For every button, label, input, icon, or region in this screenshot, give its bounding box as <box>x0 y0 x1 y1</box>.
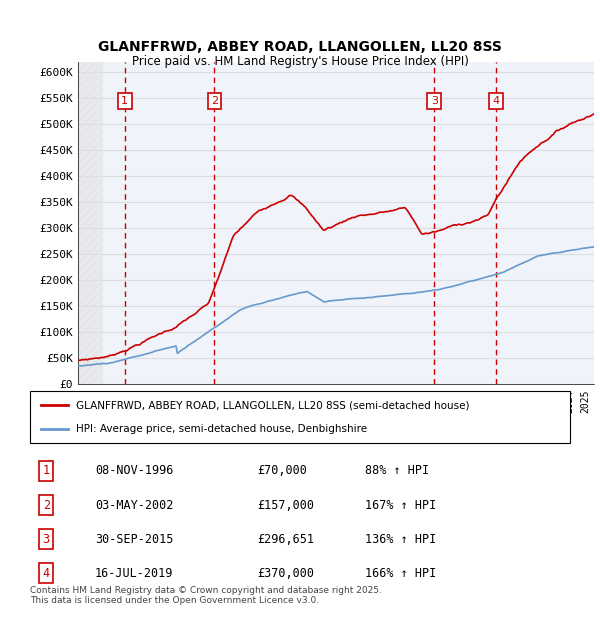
Text: 4: 4 <box>43 567 50 580</box>
Text: 167% ↑ HPI: 167% ↑ HPI <box>365 498 436 511</box>
Text: £70,000: £70,000 <box>257 464 307 477</box>
Text: 30-SEP-2015: 30-SEP-2015 <box>95 533 173 546</box>
Text: 4: 4 <box>493 96 500 106</box>
Text: 08-NOV-1996: 08-NOV-1996 <box>95 464 173 477</box>
Text: 1: 1 <box>121 96 128 106</box>
Text: 2: 2 <box>211 96 218 106</box>
Bar <box>78 62 103 384</box>
Text: 03-MAY-2002: 03-MAY-2002 <box>95 498 173 511</box>
Text: 16-JUL-2019: 16-JUL-2019 <box>95 567 173 580</box>
Text: 88% ↑ HPI: 88% ↑ HPI <box>365 464 429 477</box>
Text: GLANFFRWD, ABBEY ROAD, LLANGOLLEN, LL20 8SS: GLANFFRWD, ABBEY ROAD, LLANGOLLEN, LL20 … <box>98 40 502 55</box>
Text: GLANFFRWD, ABBEY ROAD, LLANGOLLEN, LL20 8SS (semi-detached house): GLANFFRWD, ABBEY ROAD, LLANGOLLEN, LL20 … <box>76 401 469 410</box>
Text: £157,000: £157,000 <box>257 498 314 511</box>
Text: 2: 2 <box>43 498 50 511</box>
Text: £370,000: £370,000 <box>257 567 314 580</box>
Text: Price paid vs. HM Land Registry's House Price Index (HPI): Price paid vs. HM Land Registry's House … <box>131 55 469 68</box>
Text: 3: 3 <box>43 533 50 546</box>
Text: £296,651: £296,651 <box>257 533 314 546</box>
Text: 136% ↑ HPI: 136% ↑ HPI <box>365 533 436 546</box>
FancyBboxPatch shape <box>30 391 570 443</box>
Text: 3: 3 <box>431 96 438 106</box>
Text: 166% ↑ HPI: 166% ↑ HPI <box>365 567 436 580</box>
Text: HPI: Average price, semi-detached house, Denbighshire: HPI: Average price, semi-detached house,… <box>76 423 367 433</box>
Text: Contains HM Land Registry data © Crown copyright and database right 2025.
This d: Contains HM Land Registry data © Crown c… <box>30 586 382 605</box>
Text: 1: 1 <box>43 464 50 477</box>
